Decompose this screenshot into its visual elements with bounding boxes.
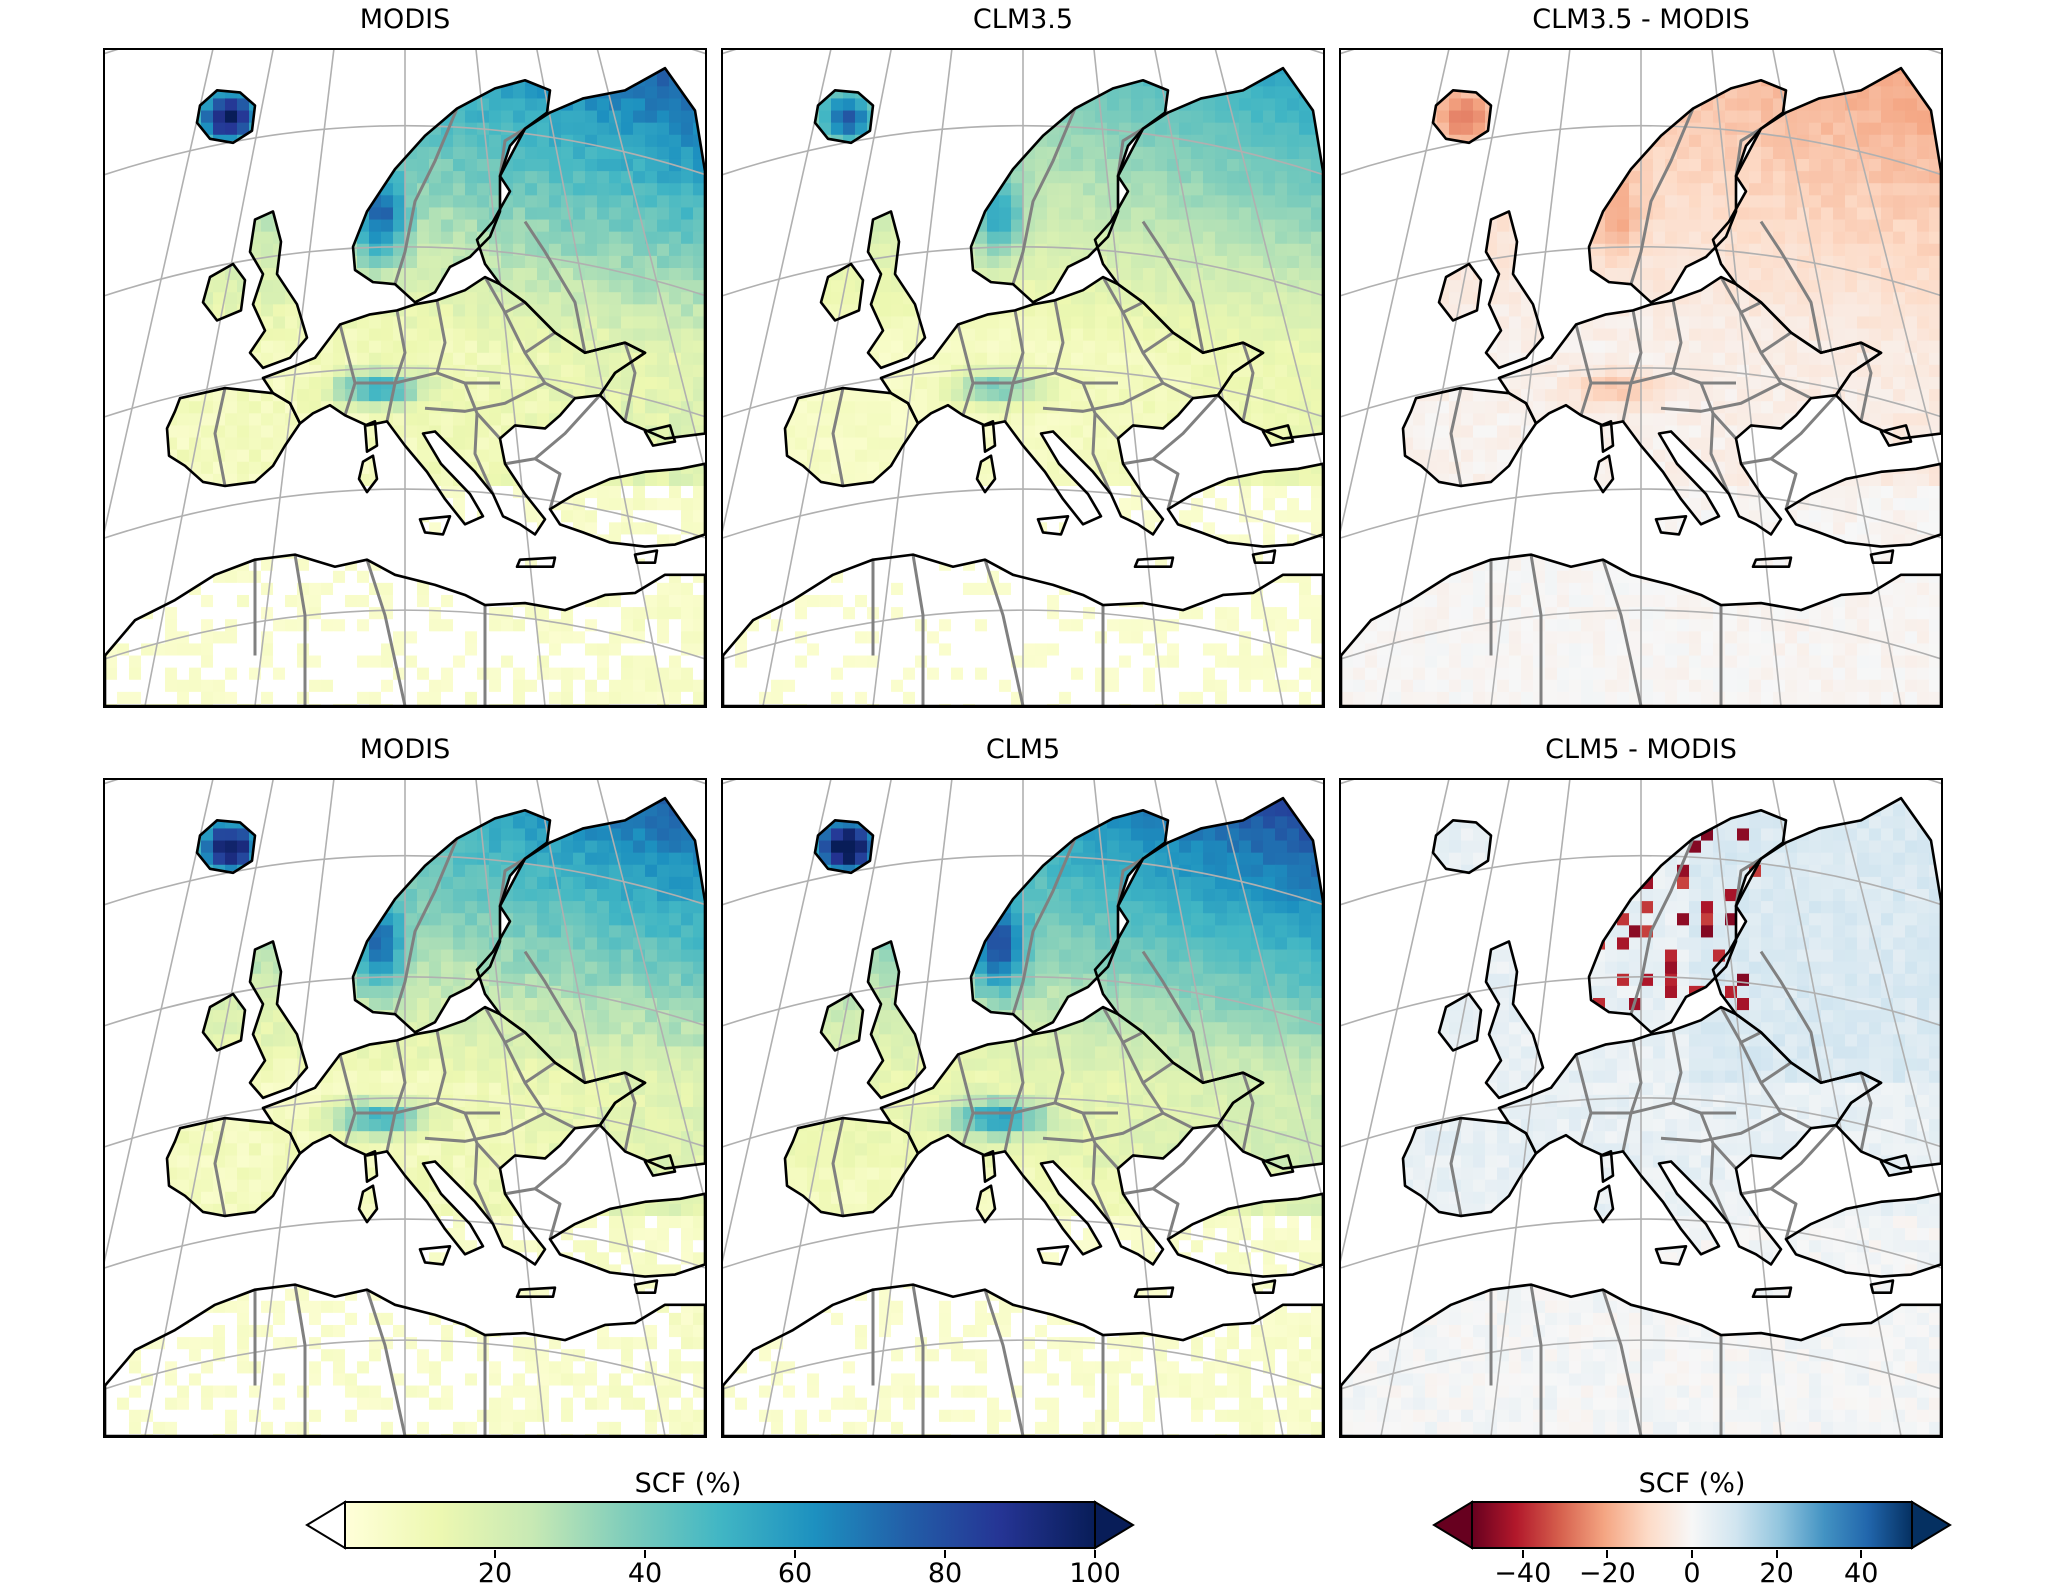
map-panel-6: CLM5 - MODIS [1339, 734, 1943, 1438]
colorbar-tick-label: 40 [1844, 1558, 1879, 1589]
colorbar-tick-label: 100 [1069, 1558, 1121, 1589]
colorbar-tickmark [494, 1550, 496, 1558]
coastlines [1341, 66, 1941, 706]
colorbar-left-label: SCF (%) [634, 1468, 742, 1499]
map-svg [105, 780, 705, 1436]
panel-title: MODIS [359, 4, 451, 35]
colorbar-right-extend-high [1911, 1500, 1952, 1550]
colorbar-left-bar [305, 1500, 1135, 1550]
colorbar-left-extend-low [305, 1500, 346, 1550]
colorbar-tickmark [1691, 1550, 1693, 1558]
colorbar-tick-label: 0 [1683, 1558, 1701, 1589]
panel-title: CLM3.5 - MODIS [1532, 4, 1750, 35]
colorbar-tick-label: 20 [1759, 1558, 1794, 1589]
colorbar-right-label: SCF (%) [1638, 1468, 1746, 1499]
graticule [105, 50, 705, 706]
graticule [1341, 50, 1941, 706]
colorbar-tick-label: 40 [627, 1558, 663, 1589]
coastlines [723, 66, 1323, 706]
coastlines [1341, 796, 1941, 1436]
colorbar-tickmark [944, 1550, 946, 1558]
colorbar-tick-label: 80 [927, 1558, 963, 1589]
graticule [723, 780, 1323, 1436]
colorbar-tick-label: 60 [777, 1558, 813, 1589]
country-borders [1449, 837, 1873, 1436]
colorbar-tickmark [644, 1550, 646, 1558]
map-panel-1: MODIS [103, 4, 707, 708]
colorbar-tickmark [794, 1550, 796, 1558]
colorbar-tickmark [1521, 1550, 1524, 1558]
country-borders [213, 107, 637, 706]
colorbar-tickmark [1860, 1550, 1863, 1558]
coastlines [105, 66, 705, 706]
map-svg [723, 780, 1323, 1436]
map-frame [103, 48, 707, 708]
map-panel-4: MODIS [103, 734, 707, 1438]
colorbar-tick-label: 20 [477, 1558, 513, 1589]
colorbar-tickmark [1775, 1550, 1778, 1558]
panel-title: CLM5 [985, 734, 1061, 765]
map-frame [103, 778, 707, 1438]
map-svg [723, 50, 1323, 706]
panel-title: CLM5 - MODIS [1545, 734, 1737, 765]
colorbar-tick-label: −40 [1494, 1558, 1552, 1589]
country-borders [831, 107, 1255, 706]
map-svg [1341, 780, 1941, 1436]
coastlines [723, 796, 1323, 1436]
map-svg [105, 50, 705, 706]
map-svg [1341, 50, 1941, 706]
map-panel-5: CLM5 [721, 734, 1325, 1438]
colorbar-right-gradient [1471, 1501, 1913, 1549]
country-borders [831, 837, 1255, 1436]
graticule [105, 780, 705, 1436]
map-frame [1339, 778, 1943, 1438]
colorbar-tick-label: −20 [1578, 1558, 1636, 1589]
colorbar-left-gradient [344, 1501, 1096, 1549]
map-frame [721, 778, 1325, 1438]
colorbar-right-extend-low [1432, 1500, 1473, 1550]
map-frame [1339, 48, 1943, 708]
colorbar-right-bar [1432, 1500, 1952, 1550]
map-panel-2: CLM3.5 [721, 4, 1325, 708]
map-frame [721, 48, 1325, 708]
country-borders [1449, 107, 1873, 706]
panel-title: MODIS [359, 734, 451, 765]
colorbar-left-extend-high [1094, 1500, 1135, 1550]
panel-title: CLM3.5 [972, 4, 1074, 35]
country-borders [213, 837, 637, 1436]
colorbar-tickmark [1094, 1550, 1096, 1558]
colorbar-tickmark [1606, 1550, 1609, 1558]
graticule [1341, 780, 1941, 1436]
coastlines [105, 796, 705, 1436]
map-panel-3: CLM3.5 - MODIS [1339, 4, 1943, 708]
